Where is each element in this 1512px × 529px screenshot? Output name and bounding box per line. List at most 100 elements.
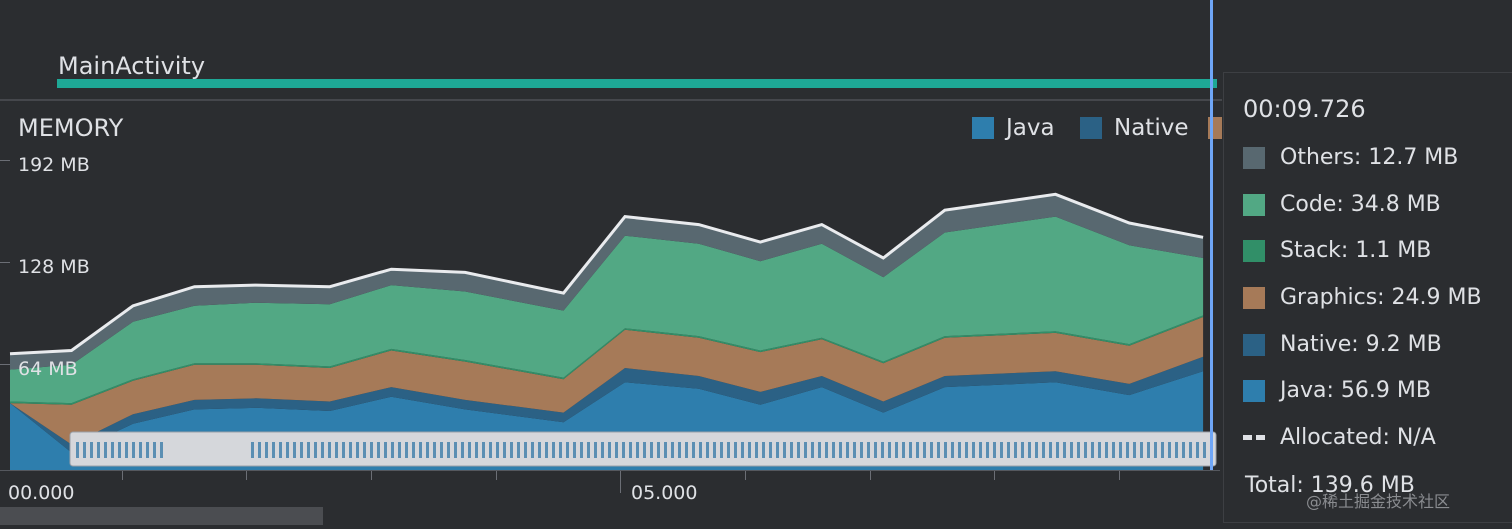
activity-label[interactable]: MainActivity xyxy=(58,52,206,80)
event-mark xyxy=(944,442,947,458)
tooltip-row-others: Others: 12.7 MB xyxy=(1243,145,1458,170)
event-mark xyxy=(818,442,821,458)
event-mark xyxy=(412,442,415,458)
event-mark xyxy=(993,442,996,458)
area-code xyxy=(10,216,1204,404)
event-mark xyxy=(545,442,548,458)
allocated-dash-icon xyxy=(1243,427,1265,449)
event-mark xyxy=(1091,442,1094,458)
event-mark xyxy=(692,442,695,458)
event-mark xyxy=(426,442,429,458)
x-tick xyxy=(1119,471,1120,480)
event-mark xyxy=(1168,442,1171,458)
event-mark xyxy=(580,442,583,458)
event-mark xyxy=(678,442,681,458)
tooltip-time: 00:09.726 xyxy=(1243,95,1366,123)
event-mark xyxy=(118,442,121,458)
event-mark xyxy=(328,442,331,458)
event-mark xyxy=(1084,442,1087,458)
event-mark xyxy=(958,442,961,458)
event-mark xyxy=(251,442,254,458)
event-mark xyxy=(706,442,709,458)
event-mark xyxy=(335,442,338,458)
event-mark xyxy=(972,442,975,458)
event-mark xyxy=(342,442,345,458)
timeline-scrollbar[interactable] xyxy=(0,507,323,525)
event-mark xyxy=(356,442,359,458)
event-mark xyxy=(769,442,772,458)
activity-bar[interactable] xyxy=(57,79,1217,88)
memory-tooltip: 00:09.726 Others: 12.7 MB Code: 34.8 MB … xyxy=(1223,72,1512,523)
event-mark xyxy=(902,442,905,458)
x-tick xyxy=(371,471,372,480)
event-mark xyxy=(832,442,835,458)
event-mark xyxy=(748,442,751,458)
tooltip-swatch-code xyxy=(1243,193,1265,216)
event-mark xyxy=(881,442,884,458)
event-mark xyxy=(1140,442,1143,458)
event-mark xyxy=(377,442,380,458)
event-mark xyxy=(615,442,618,458)
event-mark xyxy=(489,442,492,458)
y-tick-64 xyxy=(0,364,10,365)
event-mark xyxy=(125,442,128,458)
tooltip-swatch-stack xyxy=(1243,239,1265,262)
x-tick-major xyxy=(620,471,621,493)
event-mark xyxy=(643,442,646,458)
event-mark xyxy=(776,442,779,458)
event-marks xyxy=(76,442,1213,458)
event-mark xyxy=(391,442,394,458)
event-mark xyxy=(104,442,107,458)
x-tick xyxy=(496,471,497,480)
event-mark xyxy=(1014,442,1017,458)
event-mark xyxy=(846,442,849,458)
tooltip-swatch-java xyxy=(1243,379,1265,402)
y-tick-192 xyxy=(0,160,10,161)
event-mark xyxy=(853,442,856,458)
event-mark xyxy=(608,442,611,458)
event-mark xyxy=(657,442,660,458)
event-mark xyxy=(531,442,534,458)
memory-chart[interactable] xyxy=(0,0,1220,470)
event-mark xyxy=(916,442,919,458)
event-mark xyxy=(97,442,100,458)
event-mark xyxy=(482,442,485,458)
event-mark xyxy=(1154,442,1157,458)
tooltip-swatch-graphics xyxy=(1243,286,1265,309)
time-axis xyxy=(0,470,1220,471)
event-mark xyxy=(307,442,310,458)
memory-title: MEMORY xyxy=(18,114,124,142)
legend-java-label: Java xyxy=(1006,115,1055,141)
event-mark xyxy=(979,442,982,458)
event-mark xyxy=(286,442,289,458)
event-mark xyxy=(860,442,863,458)
event-mark xyxy=(1021,442,1024,458)
event-mark xyxy=(111,442,114,458)
event-mark xyxy=(895,442,898,458)
event-mark xyxy=(363,442,366,458)
tooltip-swatch-native xyxy=(1243,333,1265,356)
y-label-192: 192 MB xyxy=(18,154,90,176)
event-mark xyxy=(538,442,541,458)
event-mark xyxy=(909,442,912,458)
event-mark xyxy=(727,442,730,458)
event-mark xyxy=(433,442,436,458)
event-mark xyxy=(475,442,478,458)
event-mark xyxy=(461,442,464,458)
event-mark xyxy=(153,442,156,458)
event-mark xyxy=(1175,442,1178,458)
time-cursor[interactable] xyxy=(1210,0,1213,470)
x-tick xyxy=(122,471,123,480)
event-mark xyxy=(139,442,142,458)
event-mark xyxy=(349,442,352,458)
tooltip-row-allocated: Allocated: N/A xyxy=(1243,425,1436,450)
event-mark xyxy=(573,442,576,458)
event-mark xyxy=(160,442,163,458)
x-tick xyxy=(745,471,746,480)
event-mark xyxy=(258,442,261,458)
event-mark xyxy=(321,442,324,458)
event-mark xyxy=(874,442,877,458)
event-mark xyxy=(132,442,135,458)
event-mark xyxy=(888,442,891,458)
event-mark xyxy=(398,442,401,458)
